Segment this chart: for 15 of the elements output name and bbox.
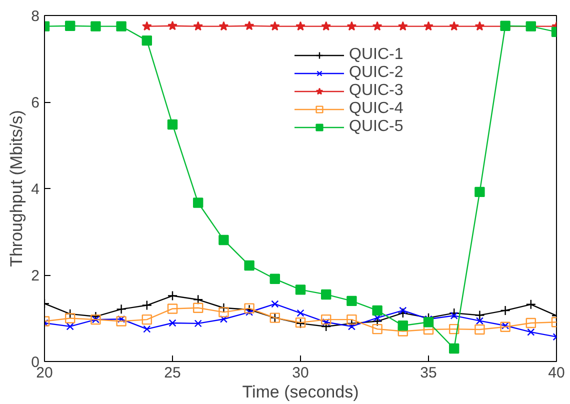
legend-label: QUIC-2 [349,64,404,82]
y-axis-title: Throughput (Mbits/s) [7,110,26,267]
x-tick-label: 25 [164,364,181,382]
legend-label: QUIC-5 [349,118,404,136]
x-tick-label: 30 [292,364,309,382]
x-axis-title: Time (seconds) [242,382,359,402]
y-tick-label: 6 [31,94,40,112]
x-tick-label: 35 [420,364,437,382]
legend-label: QUIC-3 [349,82,404,100]
y-tick-label: 2 [31,268,40,284]
legend-label: QUIC-1 [349,46,404,64]
y-tick-label: 8 [31,8,40,25]
legend-label: QUIC-4 [349,100,404,118]
x-tick-label: 40 [548,364,565,382]
y-tick-label: 4 [31,181,40,198]
